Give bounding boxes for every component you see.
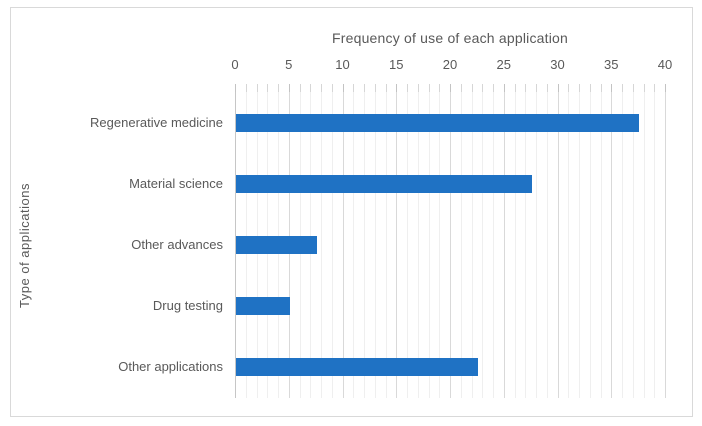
gridline [503, 92, 505, 398]
tick-mark [428, 84, 430, 92]
tick-mark [288, 84, 290, 92]
gridline [622, 92, 623, 398]
tick-mark [482, 84, 484, 92]
plot-area [235, 92, 666, 398]
tick-mark [632, 84, 634, 92]
gridline [417, 92, 419, 398]
tick-mark [353, 84, 355, 92]
gridline [407, 92, 408, 398]
bar-regenerative-medicine [236, 113, 640, 132]
tick-mark [589, 84, 591, 92]
category-label: Other advances [131, 237, 223, 252]
tick-mark [267, 84, 269, 92]
category-label: Drug testing [152, 298, 223, 314]
tick-mark [579, 84, 580, 92]
x-tick-label: 10 [335, 57, 350, 72]
tick-mark [654, 84, 656, 92]
gridline [514, 92, 516, 398]
gridline [385, 92, 387, 398]
gridline [460, 92, 462, 398]
gridline [557, 92, 559, 398]
tick-mark [245, 84, 247, 92]
tick-mark [321, 84, 322, 92]
tick-mark [417, 84, 419, 92]
category-label: Regenerative medicine [90, 114, 223, 130]
bar-other-advances [236, 236, 317, 254]
tick-mark [331, 84, 333, 92]
tick-mark [364, 84, 365, 92]
tick-mark [460, 84, 462, 92]
gridline [364, 92, 365, 398]
gridline [654, 92, 656, 398]
gridline [428, 92, 430, 398]
tick-mark [471, 84, 473, 92]
gridline [342, 92, 344, 398]
gridline [482, 92, 484, 398]
gridline [579, 92, 580, 398]
tick-mark [536, 84, 537, 92]
x-tick-label: 15 [389, 57, 404, 72]
tick-mark [342, 84, 344, 92]
gridline [546, 92, 548, 398]
gridline [665, 92, 666, 398]
tick-mark [450, 84, 451, 92]
tick-mark [546, 84, 548, 92]
tick-mark [503, 84, 505, 92]
bar-material-science [236, 174, 532, 193]
category-axis-line [235, 92, 236, 398]
gridline [450, 92, 451, 398]
tick-mark [622, 84, 623, 92]
gridline [536, 92, 537, 398]
gridline [471, 92, 473, 398]
gridline [374, 92, 376, 398]
gridline [611, 92, 613, 398]
gridline [568, 92, 570, 398]
x-tick-label: 40 [657, 57, 673, 72]
tick-mark [643, 84, 645, 92]
gridline [321, 92, 322, 398]
bar-other-applications [236, 358, 478, 377]
tick-mark [568, 84, 570, 92]
gridline [353, 92, 355, 398]
tick-mark [299, 84, 301, 92]
tick-mark [374, 84, 376, 92]
gridline [600, 92, 602, 398]
tick-mark [665, 84, 666, 92]
gridline [396, 92, 398, 398]
gridline [331, 92, 333, 398]
tick-mark [385, 84, 387, 92]
bar-drug-testing [236, 297, 290, 316]
category-label: Other applications [118, 359, 223, 375]
tick-mark [525, 84, 527, 92]
tick-mark [600, 84, 602, 92]
gridline [493, 92, 494, 398]
x-tick-label: 30 [550, 57, 565, 72]
x-tick-label: 35 [604, 57, 619, 72]
gridline [632, 92, 634, 398]
tick-mark [557, 84, 559, 92]
chart-title: Frequency of use of each application [331, 30, 568, 46]
tick-mark [235, 84, 236, 92]
x-tick-label: 0 [231, 57, 239, 72]
tick-mark [439, 84, 441, 92]
tick-mark [493, 84, 494, 92]
tick-mark [310, 84, 312, 92]
x-tick-label: 20 [442, 57, 458, 72]
x-tick-label: 5 [285, 57, 293, 72]
gridline [643, 92, 645, 398]
gridline [525, 92, 527, 398]
tick-mark [256, 84, 258, 92]
tick-mark [278, 84, 279, 92]
x-tick-label: 25 [496, 57, 511, 72]
tick-mark [407, 84, 408, 92]
category-label: Material science [129, 175, 223, 191]
gridline [589, 92, 591, 398]
gridline [439, 92, 441, 398]
tick-mark [396, 84, 398, 92]
tick-mark [611, 84, 613, 92]
tick-mark [514, 84, 516, 92]
